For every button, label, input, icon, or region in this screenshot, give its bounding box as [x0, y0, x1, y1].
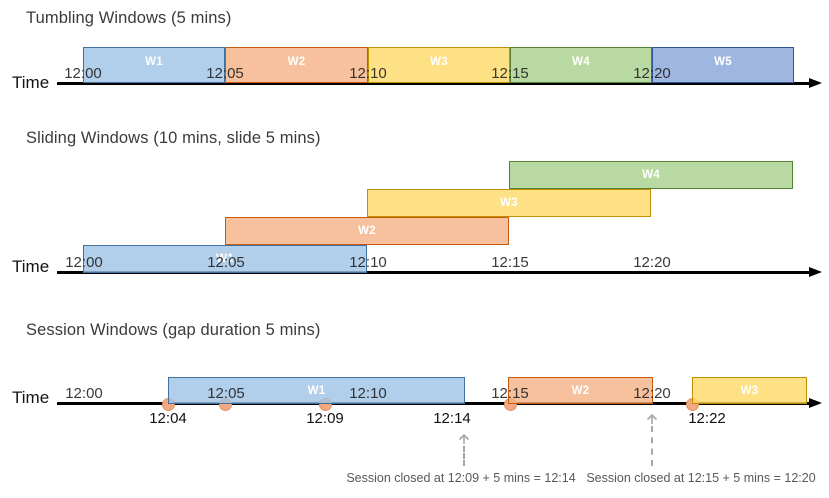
tick-label: 12:05 — [207, 254, 245, 271]
sliding-axis-arrow-icon — [809, 267, 822, 277]
window-label: W3 — [500, 197, 518, 209]
session-window-w1: W1 — [168, 377, 465, 404]
tick-label: 12:10 — [349, 65, 387, 82]
tumbling-axis-arrow-icon — [809, 78, 822, 88]
tick-label: 12:00 — [64, 65, 102, 82]
session-time-axis-label: Time — [12, 388, 50, 407]
tick-label: 12:20 — [633, 65, 671, 82]
tick-label: 12:10 — [349, 254, 387, 271]
window-label: W3 — [430, 56, 448, 68]
tumbling-window-w2: W2 — [225, 47, 368, 83]
window-label: W1 — [216, 253, 234, 265]
tick-label: 12:05 — [206, 65, 244, 82]
tumbling-section-title: Tumbling Windows (5 mins) — [26, 9, 232, 27]
window-label: W4 — [572, 56, 590, 68]
dashed-callout-line — [651, 426, 653, 466]
sliding-window-w4: W4 — [509, 161, 793, 189]
tick-label: 12:20 — [633, 385, 671, 402]
tick-label: 12:15 — [491, 385, 529, 402]
tumbling-time-axis-label: Time — [12, 73, 50, 92]
window-label: W2 — [571, 384, 590, 397]
event-time-label: 12:22 — [688, 410, 726, 427]
session-window-w3: W3 — [692, 377, 807, 404]
up-arrow-icon — [458, 433, 470, 444]
tumbling-window-w1: W1 — [83, 47, 225, 83]
session-window-w2: W2 — [508, 377, 653, 404]
tick-label: 12:05 — [207, 385, 245, 402]
sliding-window-w2: W2 — [225, 217, 509, 245]
window-label: W5 — [714, 56, 732, 68]
sliding-window-w1: W1 — [83, 245, 367, 273]
window-label: W2 — [287, 56, 306, 68]
dashed-callout-line — [463, 446, 465, 466]
tick-label: 12:10 — [349, 385, 387, 402]
event-time-label: 12:09 — [306, 410, 344, 427]
window-label: W2 — [358, 225, 376, 237]
window-label: W1 — [145, 56, 163, 68]
up-arrow-icon — [646, 413, 658, 424]
tumbling-window-w3: W3 — [368, 47, 510, 83]
session-section-title: Session Windows (gap duration 5 mins) — [26, 321, 321, 339]
tick-label: 12:00 — [65, 385, 103, 402]
session-closed-annotation: Session closed at 12:09 + 5 mins = 12:14 — [346, 471, 576, 485]
sliding-time-axis — [57, 271, 812, 274]
sliding-window-w3: W3 — [367, 189, 651, 217]
window-label: W3 — [740, 384, 759, 397]
event-time-label: 12:04 — [149, 410, 187, 427]
session-closed-annotation: Session closed at 12:15 + 5 mins = 12:20 — [586, 471, 816, 485]
tumbling-window-w4: W4 — [510, 47, 652, 83]
session-axis-arrow-icon — [809, 398, 822, 408]
tick-label: 12:15 — [491, 254, 529, 271]
window-label: W1 — [307, 384, 326, 397]
sliding-time-axis-label: Time — [12, 257, 50, 276]
tick-label: 12:20 — [633, 254, 671, 271]
tumbling-time-axis — [57, 82, 812, 85]
sliding-section-title: Sliding Windows (10 mins, slide 5 mins) — [26, 129, 321, 147]
event-time-label: 12:14 — [433, 410, 471, 427]
tick-label: 12:00 — [65, 254, 103, 271]
window-label: W4 — [642, 169, 660, 181]
tumbling-window-w5: W5 — [652, 47, 794, 83]
tick-label: 12:15 — [491, 65, 529, 82]
